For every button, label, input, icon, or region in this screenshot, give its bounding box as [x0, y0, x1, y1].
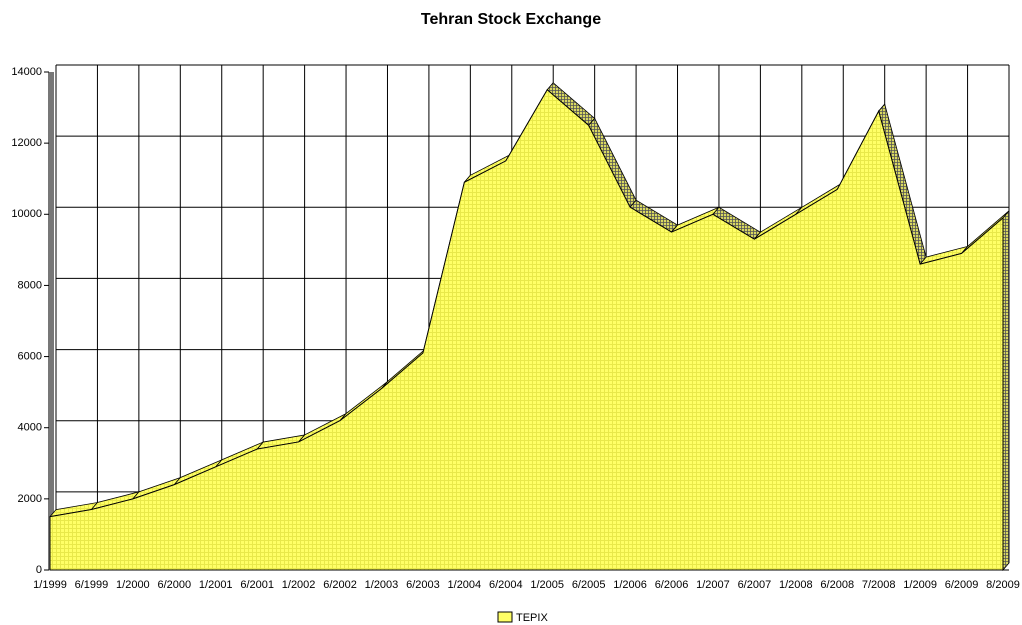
y-tick-label: 0 — [36, 564, 42, 576]
x-tick-label: 8/2009 — [986, 579, 1020, 591]
x-tick-label: 1/2000 — [116, 579, 150, 591]
x-tick-label: 6/2009 — [945, 579, 979, 591]
legend-swatch — [497, 611, 513, 623]
x-tick-label: 1/2003 — [365, 579, 399, 591]
x-tick-label: 7/2008 — [862, 579, 896, 591]
x-tick-label: 6/2001 — [240, 579, 274, 591]
x-tick-label: 6/1999 — [75, 579, 109, 591]
x-tick-label: 1/2006 — [613, 579, 647, 591]
left-wall — [48, 72, 54, 570]
x-tick-label: 1/2008 — [779, 579, 813, 591]
x-tick-label: 1/2002 — [282, 579, 316, 591]
x-tick-label: 6/2007 — [738, 579, 772, 591]
x-tick-label: 6/2005 — [572, 579, 606, 591]
x-tick-label: 6/2002 — [323, 579, 357, 591]
x-tick-label: 1/2001 — [199, 579, 233, 591]
y-tick-label: 2000 — [18, 493, 42, 505]
area — [49, 89, 1004, 571]
area-side-face — [1002, 209, 1010, 572]
chart-title: Tehran Stock Exchange — [421, 11, 601, 28]
y-tick-label: 12000 — [11, 137, 42, 149]
y-tick-label: 6000 — [18, 350, 42, 362]
y-tick-label: 4000 — [18, 422, 42, 434]
y-tick-label: 10000 — [11, 208, 42, 220]
x-tick-label: 6/2003 — [406, 579, 440, 591]
legend-label: TEPIX — [516, 612, 548, 624]
x-tick-label: 1/2007 — [696, 579, 730, 591]
x-tick-label: 1/2004 — [448, 579, 482, 591]
x-tick-label: 1/2009 — [903, 579, 937, 591]
x-tick-label: 6/2006 — [655, 579, 689, 591]
x-tick-label: 6/2004 — [489, 579, 523, 591]
x-tick-label: 1/2005 — [530, 579, 564, 591]
x-tick-label: 1/1999 — [33, 579, 67, 591]
x-tick-label: 6/2000 — [157, 579, 191, 591]
y-tick-label: 14000 — [11, 66, 42, 78]
y-tick-label: 8000 — [18, 279, 42, 291]
x-tick-label: 6/2008 — [820, 579, 854, 591]
